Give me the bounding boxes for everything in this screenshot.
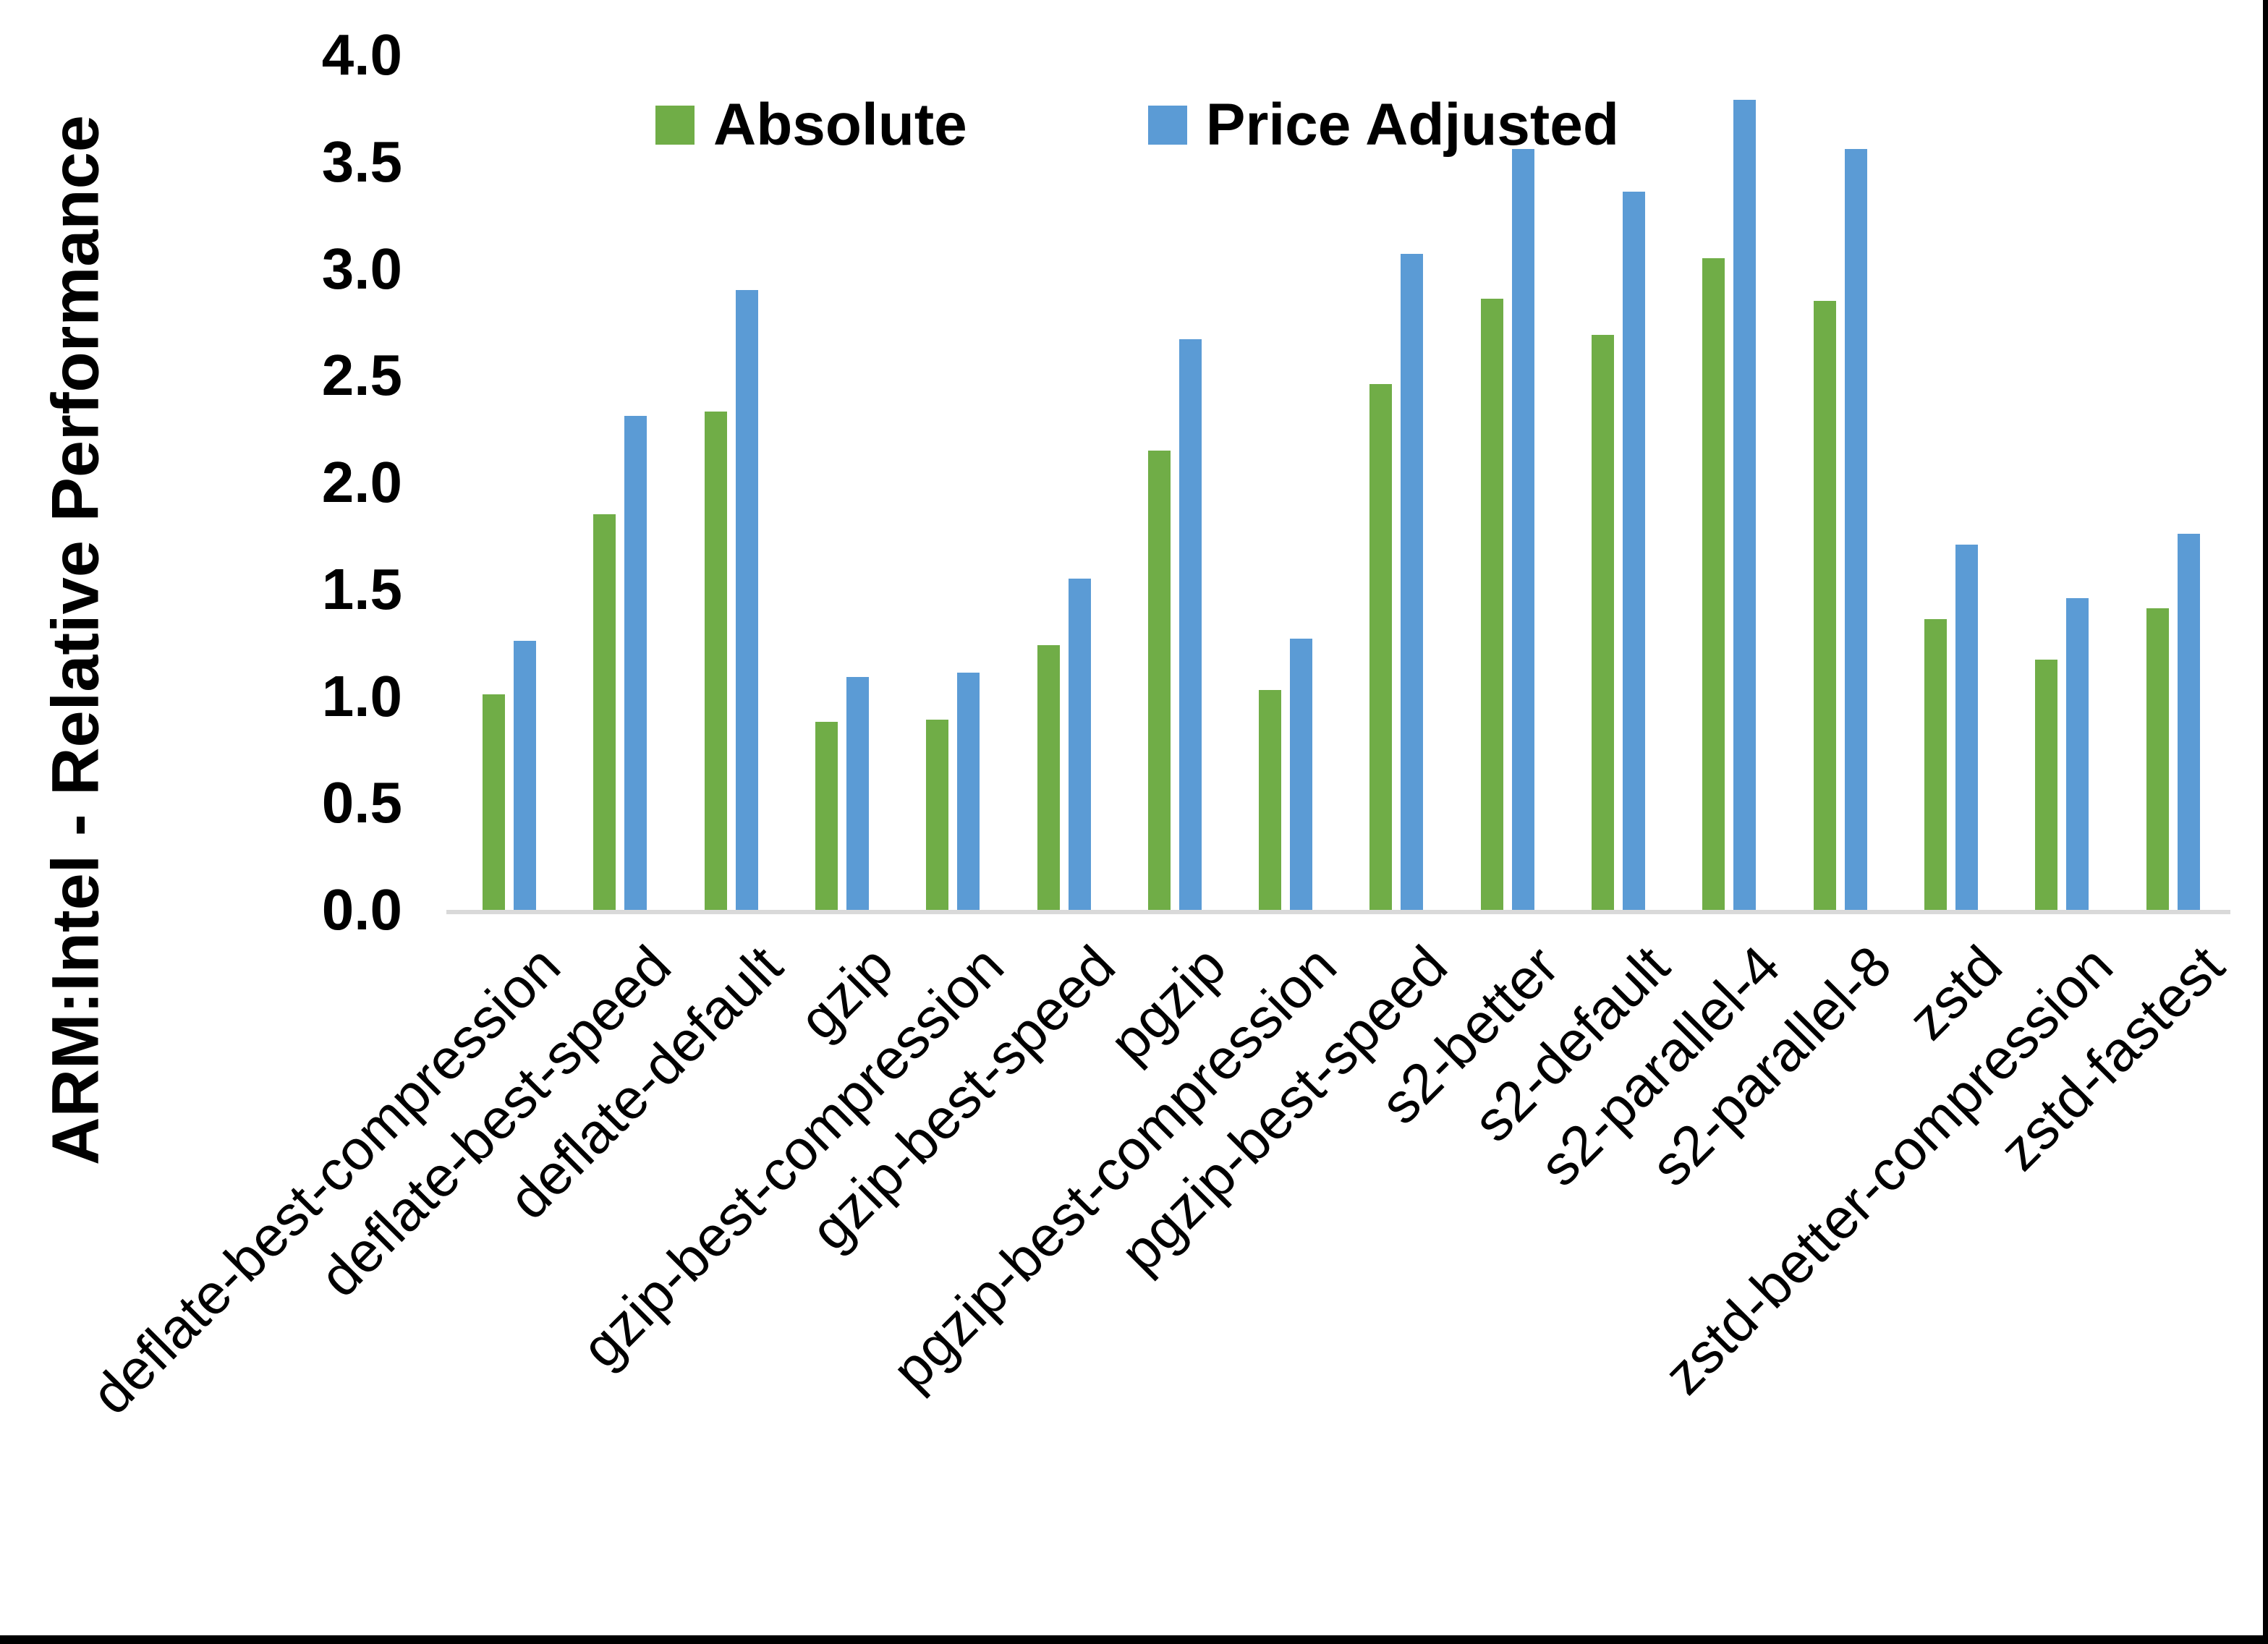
bar-absolute — [1259, 690, 1281, 910]
y-tick-label: 3.5 — [321, 129, 402, 194]
bar-price-adjusted — [1512, 149, 1534, 910]
bar-price-adjusted — [624, 416, 647, 910]
bar-price-adjusted — [1401, 254, 1423, 910]
bar-price-adjusted — [1069, 579, 1091, 910]
bar-absolute — [593, 514, 616, 910]
bar-absolute — [1148, 451, 1171, 910]
legend-item-absolute: Absolute — [655, 93, 967, 158]
x-axis-line — [446, 910, 2230, 914]
legend-item-price-adjusted: Price Adjusted — [1147, 92, 1619, 158]
legend-swatch-price-adjusted — [1147, 106, 1187, 145]
bar-absolute — [705, 412, 727, 910]
bar-absolute — [2035, 660, 2057, 910]
y-tick-label: 0.5 — [321, 770, 402, 835]
bar-absolute — [1481, 299, 1503, 910]
bar-absolute — [1814, 301, 1836, 910]
bar-price-adjusted — [2178, 534, 2200, 910]
bar-price-adjusted — [1290, 639, 1312, 910]
bar-price-adjusted — [846, 677, 869, 910]
bar-absolute — [815, 722, 838, 910]
y-tick-label: 1.5 — [321, 557, 402, 621]
bar-price-adjusted — [1955, 545, 1978, 910]
bar-price-adjusted — [736, 290, 758, 910]
legend: Absolute Price Adjusted — [655, 93, 1619, 158]
bar-absolute — [1369, 384, 1392, 910]
bar-absolute — [1037, 645, 1060, 910]
bar-price-adjusted — [1845, 149, 1867, 910]
bar-absolute — [1924, 619, 1947, 910]
bar-absolute — [483, 694, 505, 910]
bar-absolute — [1702, 258, 1725, 910]
y-tick-label: 0.0 — [321, 877, 402, 942]
bar-price-adjusted — [1623, 192, 1645, 910]
bar-absolute — [1592, 335, 1614, 910]
y-tick-label: 2.5 — [321, 343, 402, 407]
legend-label-absolute: Absolute — [713, 92, 967, 158]
bar-absolute — [2146, 608, 2169, 910]
screenshot-right-border — [2263, 0, 2268, 1644]
legend-label-price-adjusted: Price Adjusted — [1205, 92, 1619, 158]
bar-absolute — [926, 720, 948, 910]
y-tick-label: 1.0 — [321, 664, 402, 728]
y-tick-label: 4.0 — [321, 22, 402, 87]
screenshot-bottom-border — [0, 1635, 2268, 1644]
legend-swatch-absolute — [655, 106, 695, 145]
bar-price-adjusted — [2066, 598, 2089, 910]
y-tick-label: 3.0 — [321, 237, 402, 301]
bar-price-adjusted — [1733, 100, 1756, 910]
bar-price-adjusted — [1179, 339, 1202, 910]
y-tick-label: 2.0 — [321, 450, 402, 514]
bar-price-adjusted — [514, 641, 536, 910]
bar-price-adjusted — [957, 673, 980, 910]
